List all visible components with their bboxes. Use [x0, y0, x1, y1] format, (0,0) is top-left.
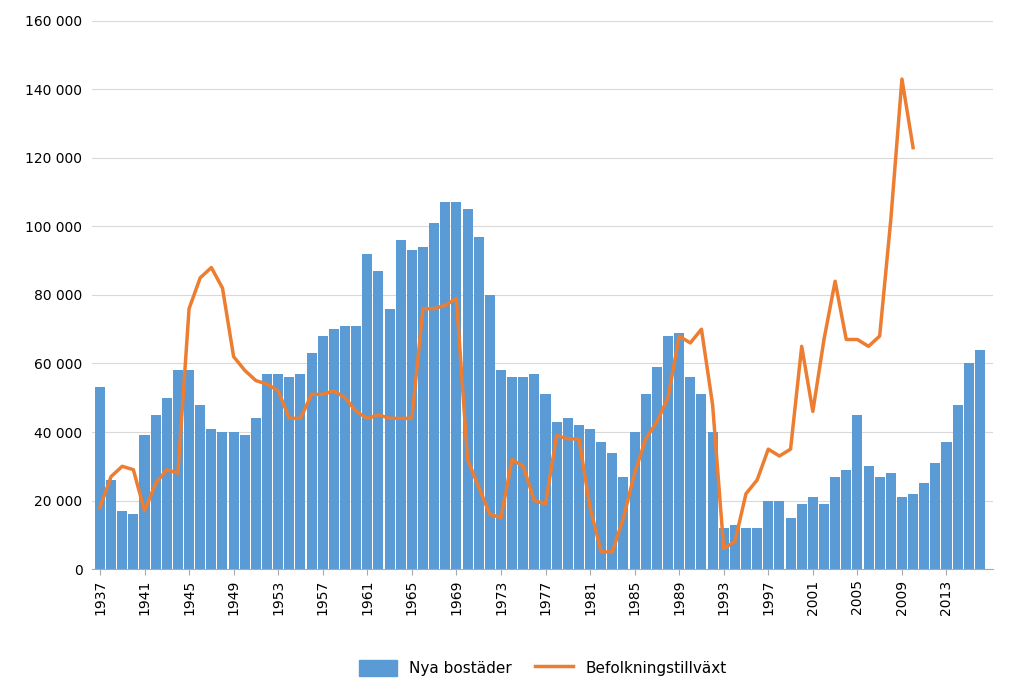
Bar	[719, 528, 729, 569]
Bar	[317, 336, 328, 569]
Bar	[518, 378, 528, 569]
Bar	[217, 432, 227, 569]
Bar	[507, 378, 517, 569]
Bar	[941, 442, 951, 569]
Bar	[964, 364, 974, 569]
Bar	[418, 247, 428, 569]
Bar	[184, 371, 195, 569]
Bar	[819, 504, 829, 569]
Bar	[975, 350, 985, 569]
Bar	[920, 484, 929, 569]
Bar	[808, 497, 818, 569]
Bar	[173, 371, 183, 569]
Bar	[474, 237, 483, 569]
Bar	[630, 432, 640, 569]
Bar	[407, 251, 417, 569]
Bar	[362, 254, 373, 569]
Bar	[385, 309, 394, 569]
Bar	[95, 387, 105, 569]
Bar	[886, 473, 896, 569]
Bar	[374, 271, 383, 569]
Bar	[151, 415, 161, 569]
Bar	[652, 367, 662, 569]
Bar	[730, 525, 740, 569]
Bar	[484, 295, 495, 569]
Bar	[106, 480, 116, 569]
Bar	[852, 415, 862, 569]
Bar	[128, 514, 138, 569]
Bar	[774, 500, 784, 569]
Bar	[641, 394, 651, 569]
Bar	[162, 398, 172, 569]
Bar	[351, 325, 361, 569]
Bar	[206, 429, 216, 569]
Bar	[429, 223, 439, 569]
Bar	[741, 528, 751, 569]
Bar	[908, 493, 919, 569]
Bar	[296, 374, 305, 569]
Bar	[863, 466, 873, 569]
Bar	[674, 332, 684, 569]
Bar	[607, 452, 617, 569]
Bar	[196, 405, 205, 569]
Bar	[552, 422, 561, 569]
Bar	[340, 325, 350, 569]
Bar	[797, 504, 807, 569]
Bar	[240, 435, 250, 569]
Bar	[874, 477, 885, 569]
Bar	[395, 240, 406, 569]
Bar	[262, 374, 272, 569]
Bar	[763, 500, 773, 569]
Bar	[285, 378, 294, 569]
Bar	[952, 405, 963, 569]
Bar	[752, 528, 762, 569]
Bar	[139, 435, 150, 569]
Bar	[251, 418, 261, 569]
Legend: Nya bostäder, Befolkningstillväxt: Nya bostäder, Befolkningstillväxt	[352, 654, 733, 682]
Bar	[696, 394, 707, 569]
Bar	[541, 394, 551, 569]
Bar	[931, 463, 940, 569]
Bar	[618, 477, 629, 569]
Bar	[228, 432, 239, 569]
Bar	[440, 203, 451, 569]
Bar	[708, 432, 718, 569]
Bar	[663, 336, 673, 569]
Bar	[306, 353, 316, 569]
Bar	[842, 470, 851, 569]
Bar	[585, 429, 595, 569]
Bar	[563, 418, 572, 569]
Bar	[117, 511, 127, 569]
Bar	[685, 378, 695, 569]
Bar	[463, 210, 472, 569]
Bar	[496, 371, 506, 569]
Bar	[529, 374, 540, 569]
Bar	[329, 329, 339, 569]
Bar	[273, 374, 284, 569]
Bar	[897, 497, 907, 569]
Bar	[830, 477, 840, 569]
Bar	[452, 203, 462, 569]
Bar	[596, 442, 606, 569]
Bar	[573, 425, 584, 569]
Bar	[785, 518, 796, 569]
